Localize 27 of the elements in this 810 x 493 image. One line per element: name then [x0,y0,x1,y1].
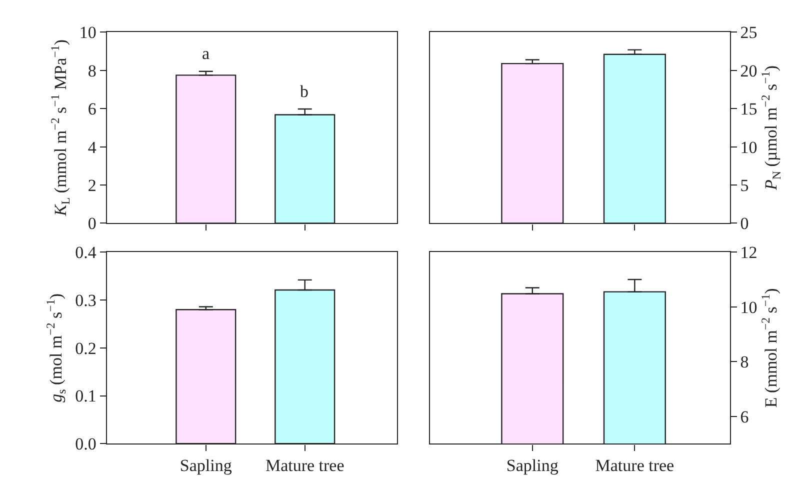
y2-tick-label: 6 [740,407,749,426]
x-tick-label: Mature tree [265,456,344,476]
y2-tick-label: 25 [740,23,758,42]
y2-tick-label: 10 [740,298,758,317]
y2-tick-label: 5 [740,176,749,195]
x-tick-label: Mature tree [595,456,674,476]
x-tick-label: Sapling [180,456,232,476]
x-tick-label: Sapling [506,456,559,476]
y-tick-label: 2 [88,176,96,195]
y-tick-label: 0.1 [75,386,96,406]
y2-tick-label: 12 [740,243,758,262]
annotation: b [300,82,308,101]
y-tick-label: 10 [79,23,96,42]
y-tick-label: 4 [88,138,97,157]
y2-tick-label: 8 [740,352,749,372]
y-tick-label: 0.0 [75,434,96,454]
y2-tick-label: 0 [740,214,749,234]
y-tick-label: 0.2 [75,338,96,358]
annotation: a [202,44,210,63]
y2-tick-label: 20 [740,61,758,80]
y2-tick-label: 15 [740,100,758,119]
y-tick-label: 6 [88,100,96,119]
y-tick-label: 0 [88,214,96,234]
y2-tick-label: 10 [740,138,758,157]
y-tick-label: 8 [88,61,96,80]
y-tick-label: 0.4 [75,243,97,262]
y-tick-label: 0.3 [75,290,96,310]
